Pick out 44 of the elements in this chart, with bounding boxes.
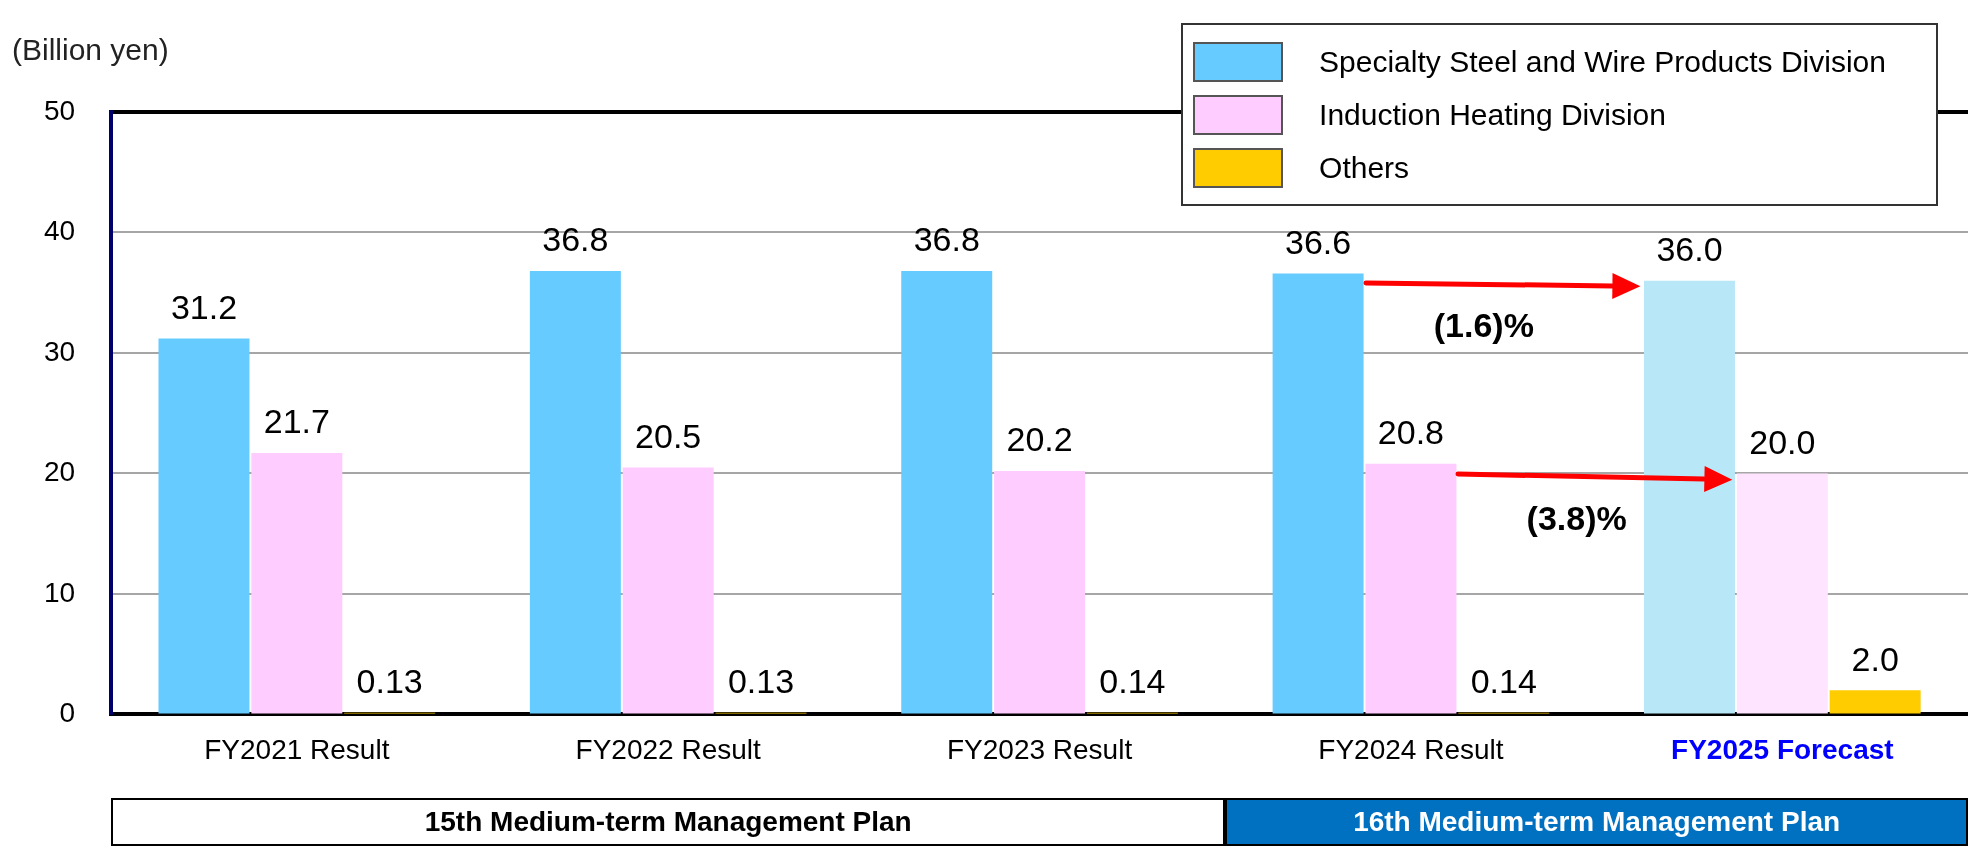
data-label: 0.13 <box>356 662 423 701</box>
text: 15th Medium-term Management Plan <box>111 798 1226 846</box>
data-label: 20.2 <box>1006 420 1073 459</box>
data-label: 20.8 <box>1377 413 1445 452</box>
x-tick-label: FY2022 Result <box>575 733 762 765</box>
data-label: 0.14 <box>1099 662 1166 701</box>
y-tick-label: 0 <box>59 697 76 729</box>
annotation: (3.8)% <box>1526 498 1627 537</box>
data-label: 0.13 <box>727 662 795 701</box>
bar <box>1829 690 1921 714</box>
data-label: 36.8 <box>913 220 980 259</box>
bar <box>622 467 714 714</box>
annotation: (1.6)% <box>1433 306 1534 345</box>
x-tick-label: FY2024 Result <box>1318 733 1504 765</box>
data-label: 31.2 <box>170 287 238 326</box>
data-label: 36.6 <box>1285 222 1352 261</box>
data-label: 2.0 <box>1851 639 1899 678</box>
bar <box>158 338 250 714</box>
x-tick-label: FY2021 Result <box>204 733 390 765</box>
bar <box>529 271 621 714</box>
y-tick-label: 10 <box>43 576 76 608</box>
data-label: 36.0 <box>1656 230 1723 269</box>
bar <box>1736 473 1828 714</box>
legend-label: Induction Heating Division <box>1319 97 1666 132</box>
y-tick-label: 40 <box>43 215 76 247</box>
y-tick-label: 30 <box>43 335 76 367</box>
data-label: 20.5 <box>635 416 702 455</box>
legend-label: Others <box>1319 150 1410 185</box>
bar <box>1272 273 1364 714</box>
x-tick-label: FY2025 Forecast <box>1671 733 1894 765</box>
y-tick-label: 50 <box>43 94 76 126</box>
bar <box>251 452 343 714</box>
data-label: 21.7 <box>263 402 330 441</box>
x-tick-label: FY2023 Result <box>946 733 1133 765</box>
bar <box>1365 463 1457 714</box>
bar <box>901 271 993 714</box>
y-tick-label: 20 <box>43 456 76 488</box>
bar <box>994 471 1086 714</box>
text: 16th Medium-term Management Plan <box>1225 798 1968 846</box>
y-axis-title: (Billion yen) <box>12 33 169 67</box>
data-label: 0.14 <box>1470 662 1537 701</box>
data-label: 36.8 <box>542 220 609 259</box>
legend-label: Specialty Steel and Wire Products Division <box>1319 44 1886 79</box>
data-label: 20.0 <box>1749 422 1816 461</box>
